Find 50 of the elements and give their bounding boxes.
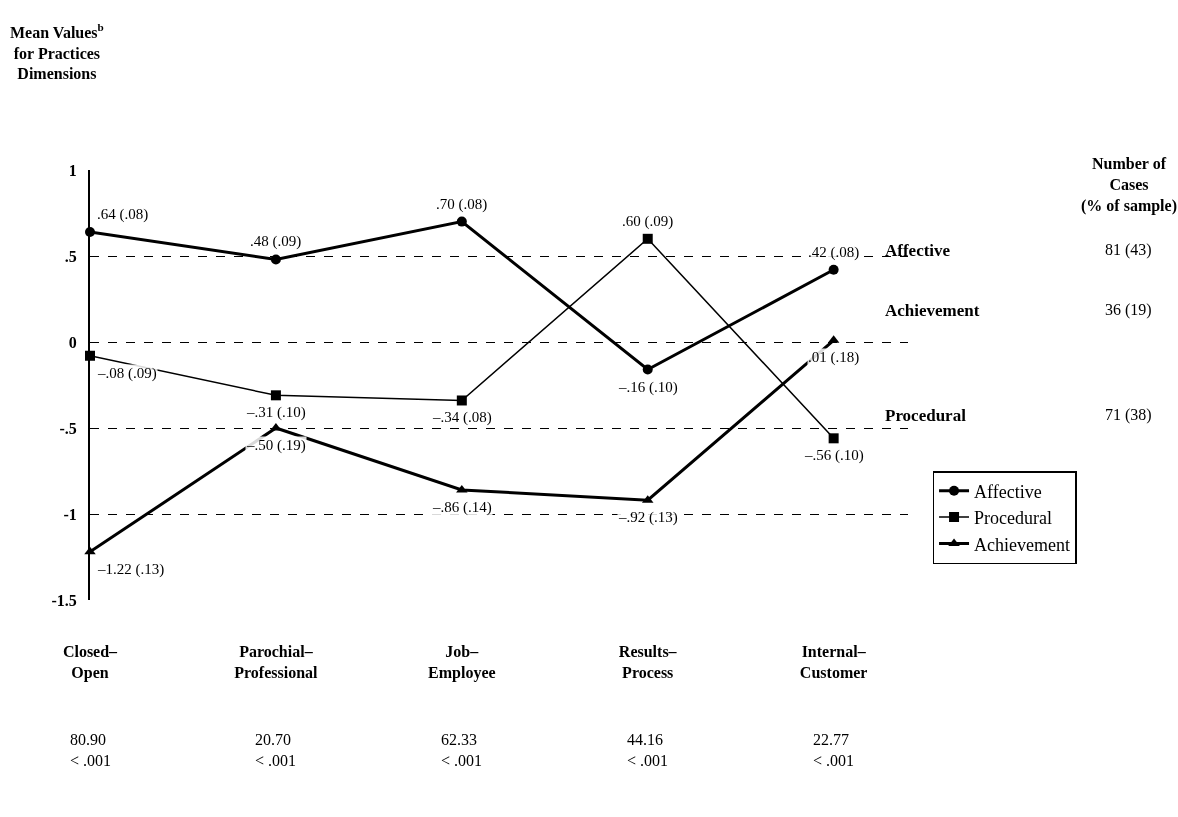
point <box>642 364 653 375</box>
data-label: –.08 (.09) <box>97 365 157 382</box>
point <box>828 433 839 444</box>
annotation: Procedural <box>885 406 967 425</box>
y-tick-label: -1.5 <box>51 591 77 609</box>
x-tick-label: Results– Process <box>618 643 678 681</box>
data-label: .48 (.09) <box>250 233 302 250</box>
data-label: .70 (.08) <box>436 196 488 213</box>
annotation: Affective <box>885 241 951 260</box>
data-label: .42 (.08) <box>808 244 860 261</box>
data-label: –.50 (.19) <box>246 437 306 454</box>
text: 36 (19) <box>1105 301 1152 319</box>
text: 62.33 < .001 <box>441 731 483 769</box>
text: 71 (38) <box>1105 406 1152 424</box>
legend-label: Achievement <box>974 534 1071 555</box>
x-tick-label: Internal– Customer <box>799 643 868 681</box>
data-label: .01 (.18) <box>808 349 860 366</box>
text: 20.70 < .001 <box>255 731 297 769</box>
data-label: –1.22 (.13) <box>97 561 165 578</box>
point <box>456 395 467 406</box>
text: Number of Cases (% of sample) <box>1081 155 1177 215</box>
y-axis-title: Mean Values$^{b}$ for Practices Dimensions <box>10 21 104 83</box>
y-tick-label: -.5 <box>59 419 77 437</box>
data-label: –.34 (.08) <box>432 409 492 426</box>
point <box>642 233 653 244</box>
point <box>270 254 281 265</box>
y-tick-label: 0 <box>68 333 77 351</box>
point <box>270 390 281 401</box>
data-label: –.92 (.13) <box>618 509 678 526</box>
legend-label: Affective <box>974 481 1042 502</box>
data-label: .64 (.08) <box>97 206 149 223</box>
text: 80.90 < .001 <box>70 731 112 769</box>
y-tick-label: 1 <box>68 161 77 179</box>
text: 22.77 < .001 <box>813 731 855 769</box>
x-tick-label: Parochial– Professional <box>234 643 319 681</box>
data-label: –.86 (.14) <box>432 499 492 516</box>
y-tick-label: -1 <box>63 505 77 523</box>
data-label: .60 (.09) <box>622 213 674 230</box>
text: 44.16 < .001 <box>627 731 669 769</box>
annotation: Achievement <box>885 301 980 320</box>
point <box>828 264 839 275</box>
data-label: –.56 (.10) <box>804 447 864 464</box>
legend-label: Procedural <box>974 508 1053 529</box>
data-label: –.31 (.10) <box>246 404 306 421</box>
data-label: –.16 (.10) <box>618 379 678 396</box>
text: 81 (43) <box>1105 241 1152 259</box>
point <box>456 216 467 227</box>
x-tick-label: Closed– Open <box>62 643 119 682</box>
x-tick-label: Job– Employee <box>428 643 496 682</box>
y-tick-label: .5 <box>64 247 77 265</box>
